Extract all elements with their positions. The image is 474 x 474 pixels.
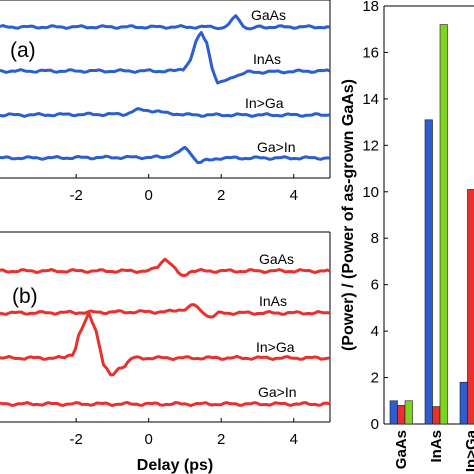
bar xyxy=(404,400,413,425)
bar-chart-y-ticks: 0 2 4 6 8 10 12 14 16 18 xyxy=(362,0,388,433)
panel-b: -2 0 2 4 (b) GaAs InAs In>Ga Ga>In Delay (ps) xyxy=(0,231,331,474)
series-label: Ga>In xyxy=(257,139,296,155)
x-tick-label: 2 xyxy=(217,431,225,448)
x-tick-label: 4 xyxy=(290,187,298,204)
trace-in-gt-ga xyxy=(0,107,331,118)
trace-gaas xyxy=(0,257,331,278)
bar xyxy=(424,119,433,425)
series-label: InAs xyxy=(253,51,281,67)
series-label: In>Ga xyxy=(256,339,295,355)
trace-inas xyxy=(0,31,331,85)
series-label: In>Ga xyxy=(245,95,284,111)
panel-a-series-labels: GaAs InAs In>Ga Ga>In xyxy=(245,7,296,155)
panel-a-label: (a) xyxy=(10,39,36,62)
x-tick-label: -2 xyxy=(69,431,82,448)
category-label: InAs xyxy=(428,430,445,463)
trace-in-gt-ga xyxy=(0,311,331,377)
y-tick-label: 12 xyxy=(362,137,379,154)
series-label: GaAs xyxy=(251,7,286,23)
x-tick-label: 2 xyxy=(217,187,225,204)
panel-a-x-ticks: -2 0 2 4 xyxy=(69,174,298,204)
bar xyxy=(439,24,448,425)
y-tick-label: 0 xyxy=(371,416,379,433)
panel-b-label: (b) xyxy=(12,285,38,308)
trace-gaas xyxy=(0,14,331,31)
y-axis-title: (Power) / (Power of as-grown GaAs) xyxy=(340,79,357,351)
x-tick-label: 0 xyxy=(145,187,153,204)
bar-chart-categories: GaAs InAs In>Ga xyxy=(393,429,474,472)
x-axis-title: Delay (ps) xyxy=(137,457,213,474)
y-tick-label: 18 xyxy=(362,0,379,15)
bar xyxy=(467,189,474,425)
trace-inas xyxy=(0,303,331,319)
panel-b-traces xyxy=(0,257,331,408)
y-tick-label: 2 xyxy=(371,370,379,387)
y-tick-label: 6 xyxy=(371,277,379,294)
category-label: In>Ga xyxy=(463,429,474,472)
bar xyxy=(389,400,398,425)
y-tick-label: 8 xyxy=(371,230,379,247)
bar-chart-bars xyxy=(389,24,474,425)
y-tick-label: 4 xyxy=(371,323,379,340)
trace-ga-gt-in xyxy=(0,400,331,408)
panel-b-series-labels: GaAs InAs In>Ga Ga>In xyxy=(256,251,297,400)
series-label: Ga>In xyxy=(258,384,297,400)
y-tick-label: 14 xyxy=(362,91,379,108)
series-label: InAs xyxy=(259,293,287,309)
bar xyxy=(459,381,468,425)
x-tick-label: 4 xyxy=(290,431,298,448)
y-tick-label: 10 xyxy=(362,184,379,201)
bar xyxy=(432,406,441,425)
bar-chart: 0 2 4 6 8 10 12 14 16 18 GaAs InAs In>Ga (Power) / … xyxy=(340,0,474,472)
panel-a: -2 0 2 4 (a) GaAs InAs In>Ga Ga>In xyxy=(0,0,331,204)
category-label: GaAs xyxy=(393,430,410,469)
panel-b-x-ticks: -2 0 2 4 xyxy=(69,418,298,448)
panel-a-traces xyxy=(0,14,331,165)
x-tick-label: -2 xyxy=(69,187,82,204)
x-tick-label: 0 xyxy=(145,431,153,448)
bar xyxy=(397,405,406,425)
y-tick-label: 16 xyxy=(362,44,379,61)
trace-ga-gt-in xyxy=(0,145,331,165)
series-label: GaAs xyxy=(259,251,294,267)
